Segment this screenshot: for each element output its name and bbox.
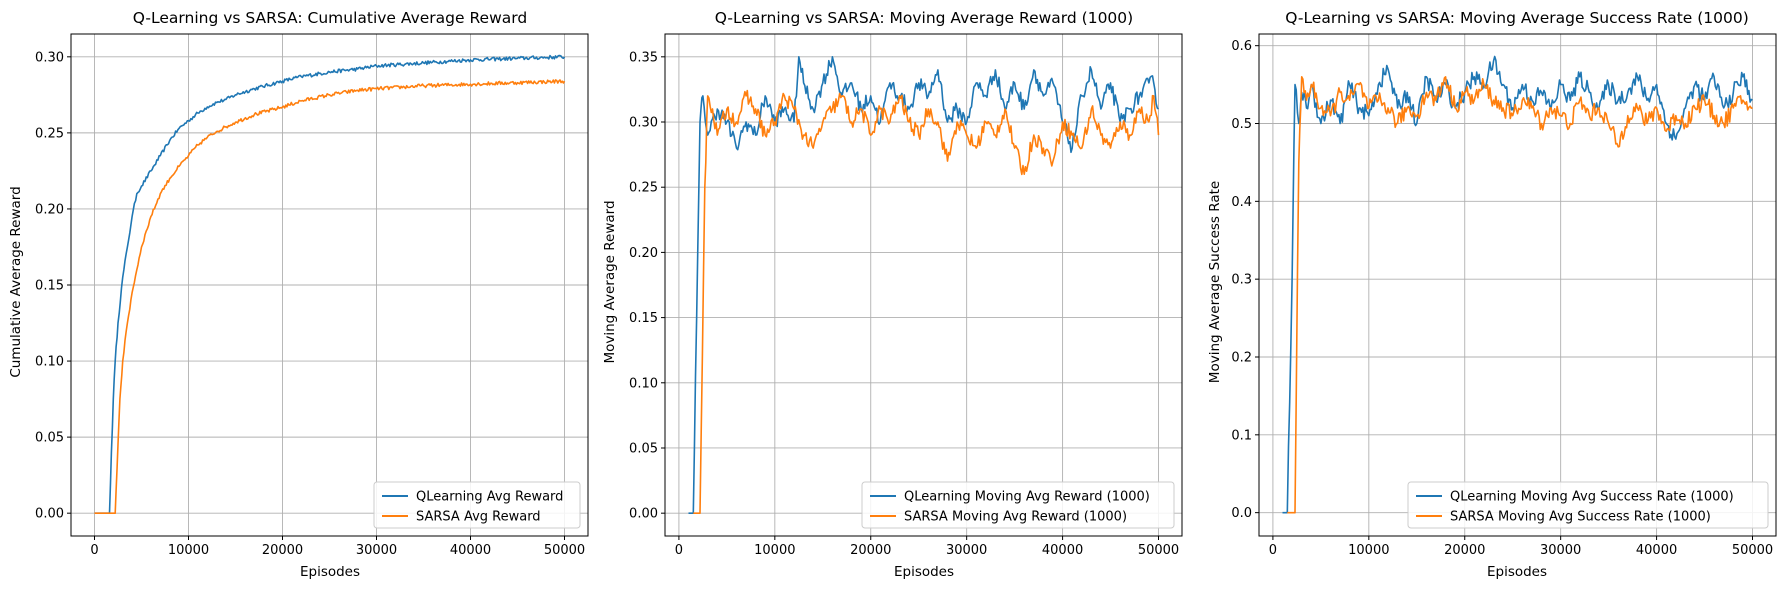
y-axis-label: Moving Average Reward [602, 200, 618, 363]
y-tick-label: 0.15 [35, 279, 64, 294]
y-tick-label: 0.05 [629, 441, 658, 456]
y-tick-label: 0.6 [1231, 39, 1252, 54]
legend-label: QLearning Avg Reward [416, 490, 563, 505]
chart-panel-3: Q-Learning vs SARSA: Moving Average Succ… [1207, 9, 1777, 580]
y-axis-label: Cumulative Average Reward [8, 186, 24, 377]
x-tick-label: 10000 [168, 543, 209, 558]
x-tick-label: 50000 [544, 543, 585, 558]
x-axis-label: Episodes [300, 564, 360, 580]
series-line-2 [693, 89, 1160, 514]
y-tick-label: 0.2 [1231, 350, 1252, 365]
chart-panel-1: Q-Learning vs SARSA: Cumulative Average … [8, 9, 589, 580]
chart-title: Q-Learning vs SARSA: Cumulative Average … [133, 9, 527, 27]
plot-frame [1258, 33, 1777, 537]
legend: QLearning Moving Avg Success Rate (1000)… [1407, 481, 1769, 529]
y-tick-label: 0.05 [35, 431, 64, 446]
x-tick-label: 0 [1269, 543, 1277, 558]
x-tick-label: 40000 [1636, 543, 1677, 558]
legend: QLearning Moving Avg Reward (1000) SARSA … [861, 481, 1175, 529]
x-axis-label: Episodes [894, 564, 954, 580]
x-tick-label: 30000 [1540, 543, 1581, 558]
chart-title: Q-Learning vs SARSA: Moving Average Succ… [1285, 9, 1749, 27]
x-tick-label: 10000 [1348, 543, 1389, 558]
x-tick-label: 20000 [850, 543, 891, 558]
y-tick-label: 0.20 [629, 246, 658, 261]
legend-label: QLearning Moving Avg Reward (1000) [904, 490, 1150, 505]
x-tick-label: 50000 [1138, 543, 1179, 558]
y-tick-label: 0.10 [629, 376, 658, 391]
legend-box [1407, 481, 1769, 529]
y-tick-label: 0.15 [629, 311, 658, 326]
y-tick-label: 0.30 [35, 50, 64, 65]
series-line-1 [1282, 55, 1753, 514]
y-tick-label: 0.20 [35, 202, 64, 217]
y-axis-label: Moving Average Success Rate [1207, 181, 1223, 383]
y-tick-label: 0.35 [629, 50, 658, 65]
legend-label: SARSA Moving Avg Reward (1000) [904, 510, 1127, 525]
x-tick-label: 10000 [754, 543, 795, 558]
series-line-1 [688, 56, 1160, 514]
x-tick-label: 0 [675, 543, 683, 558]
x-tick-label: 40000 [450, 543, 491, 558]
legend: QLearning Avg Reward SARSA Avg Reward [373, 481, 581, 529]
series-line-2 [94, 79, 566, 514]
series-line-1 [94, 54, 566, 514]
x-tick-label: 30000 [356, 543, 397, 558]
x-tick-label: 50000 [1732, 543, 1773, 558]
plot-frame [664, 33, 1183, 537]
y-tick-label: 0.0 [1231, 506, 1252, 521]
chart-title: Q-Learning vs SARSA: Moving Average Rewa… [715, 9, 1133, 27]
y-tick-label: 0.5 [1231, 117, 1252, 132]
y-tick-label: 0.00 [35, 507, 64, 522]
plot-frame [70, 33, 589, 537]
legend-label: SARSA Moving Avg Success Rate (1000) [1450, 510, 1711, 525]
y-tick-label: 0.3 [1231, 273, 1252, 288]
chart-panel-2: Q-Learning vs SARSA: Moving Average Rewa… [602, 9, 1183, 580]
x-tick-label: 30000 [946, 543, 987, 558]
y-tick-label: 0.25 [35, 126, 64, 141]
y-tick-label: 0.30 [629, 116, 658, 131]
legend-box [861, 481, 1175, 529]
y-tick-label: 0.4 [1231, 195, 1252, 210]
legend-box [373, 481, 581, 529]
x-tick-label: 20000 [1444, 543, 1485, 558]
y-tick-label: 0.00 [629, 507, 658, 522]
legend-label: QLearning Moving Avg Success Rate (1000) [1450, 490, 1734, 505]
y-tick-label: 0.25 [629, 181, 658, 196]
x-tick-label: 20000 [262, 543, 303, 558]
x-tick-label: 0 [90, 543, 98, 558]
legend-label: SARSA Avg Reward [416, 510, 541, 525]
y-tick-label: 0.10 [35, 355, 64, 370]
x-tick-label: 40000 [1042, 543, 1083, 558]
series-line-2 [1287, 76, 1753, 514]
y-tick-label: 0.1 [1231, 428, 1252, 443]
x-axis-label: Episodes [1487, 564, 1547, 580]
